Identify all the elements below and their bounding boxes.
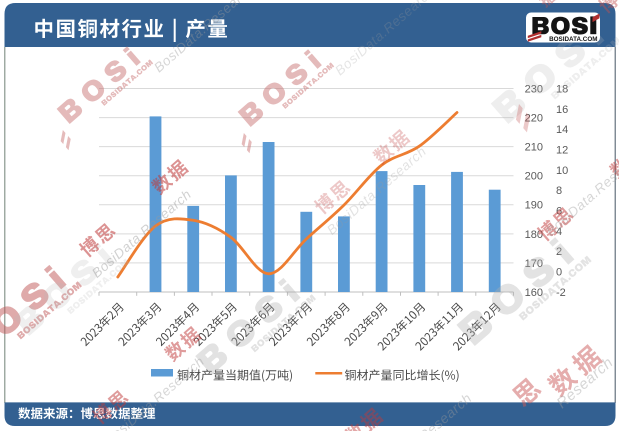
svg-text:180: 180 <box>525 229 543 241</box>
svg-text:12: 12 <box>556 145 568 157</box>
svg-text:4: 4 <box>556 226 562 238</box>
svg-text:-2: -2 <box>556 287 566 299</box>
svg-text:210: 210 <box>525 142 543 154</box>
svg-text:200: 200 <box>525 171 543 183</box>
svg-text:190: 190 <box>525 200 543 212</box>
svg-text:160: 160 <box>525 287 543 299</box>
svg-text:10: 10 <box>556 165 568 177</box>
svg-text:14: 14 <box>556 124 568 136</box>
svg-text:BOSIDATA.COM: BOSIDATA.COM <box>549 36 597 43</box>
svg-text:220: 220 <box>525 113 543 125</box>
svg-text:18: 18 <box>556 83 568 95</box>
svg-text:16: 16 <box>556 104 568 116</box>
svg-text:0: 0 <box>556 267 562 279</box>
svg-text:8: 8 <box>556 185 562 197</box>
